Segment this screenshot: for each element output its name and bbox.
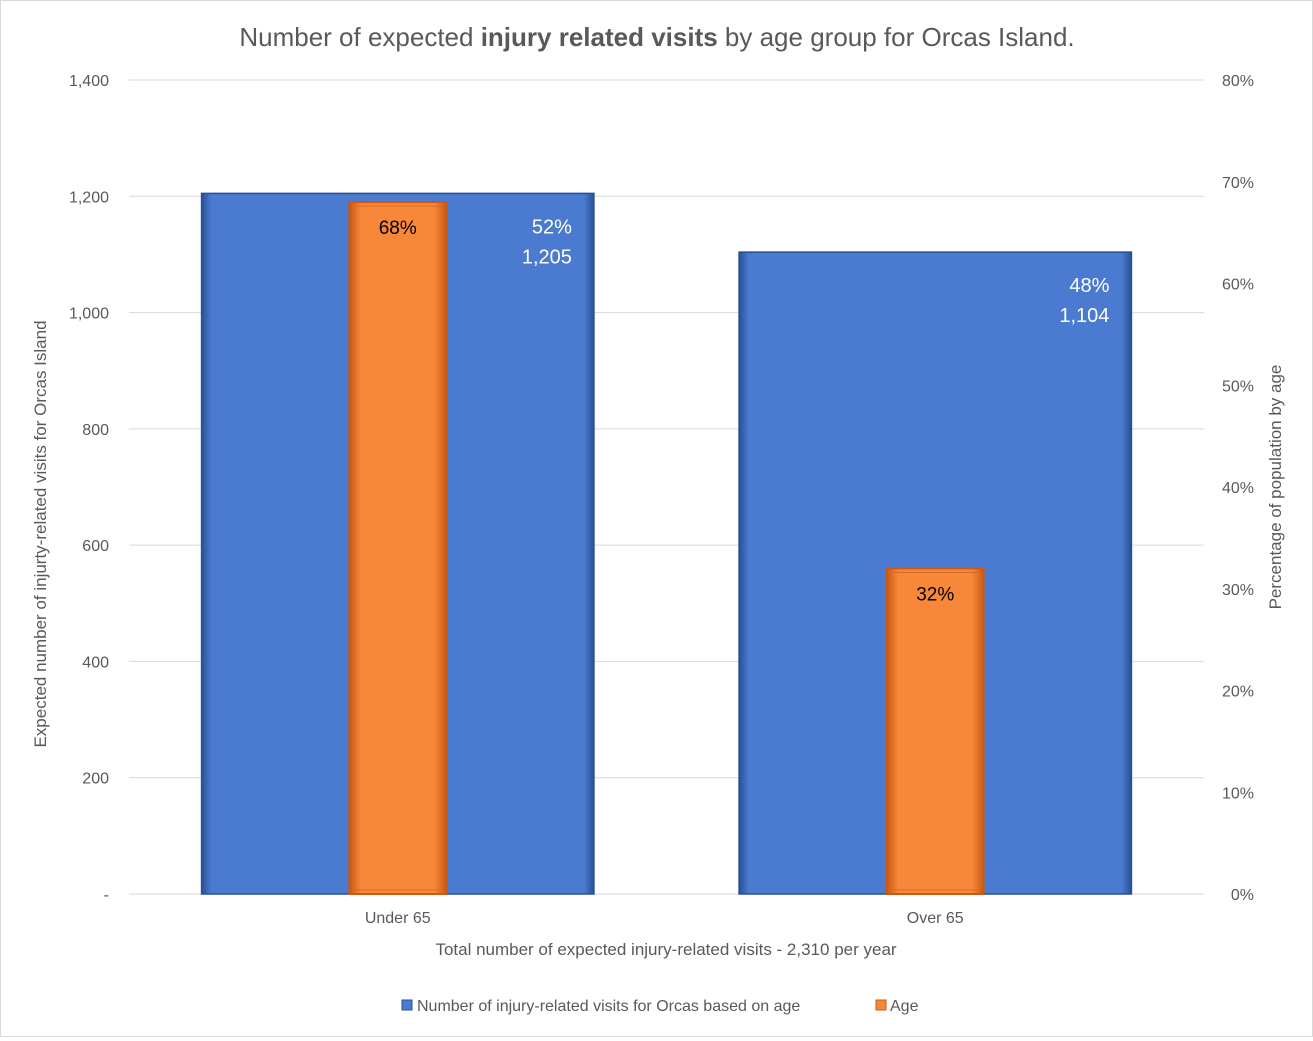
- data-label-visits: 1,104: [1059, 305, 1109, 327]
- x-axis-title: Total number of expected injury-related …: [435, 940, 896, 959]
- y2-tick-label: 0%: [1231, 887, 1254, 904]
- y-axis-ticks: - 200 400 600 800 1,000 1,200 1,400: [69, 73, 109, 904]
- chart-title-bold: injury related visits: [481, 22, 718, 52]
- bar-age: [348, 201, 448, 896]
- y-tick-label: 400: [82, 654, 109, 671]
- bar-age-bevel: [890, 571, 981, 891]
- legend-label-age: Age: [890, 998, 919, 1015]
- bar-age: [885, 567, 985, 896]
- y2-tick-label: 40%: [1222, 480, 1254, 497]
- legend-label-visits: Number of injury-related visits for Orca…: [417, 998, 800, 1015]
- y-tick-label: 800: [82, 422, 109, 439]
- x-tick-label: Over 65: [907, 910, 964, 927]
- legend-swatch-visits: [401, 999, 413, 1011]
- y-axis-title: Expected number of injurty-related visit…: [31, 320, 50, 747]
- y2-axis-ticks: 0% 10% 20% 30% 40% 50% 60% 70% 80%: [1222, 73, 1254, 904]
- x-tick-label: Under 65: [365, 910, 431, 927]
- chart-title-prefix: Number of expected: [239, 22, 480, 52]
- data-label-share: 52%: [532, 216, 572, 238]
- y-tick-label: 1,000: [69, 306, 109, 323]
- data-labels: 52% 1,205 68% 48% 1,104 32%: [379, 216, 1110, 605]
- y2-tick-label: 50%: [1222, 378, 1254, 395]
- y-tick-label: -: [104, 887, 109, 904]
- y2-tick-label: 60%: [1222, 277, 1254, 294]
- data-label-visits: 1,205: [522, 246, 572, 268]
- data-label-age: 32%: [916, 584, 954, 605]
- primary-bars: [200, 192, 1133, 895]
- y2-tick-label: 10%: [1222, 785, 1254, 802]
- y2-tick-label: 30%: [1222, 582, 1254, 599]
- chart-title: Number of expected injury related visits…: [239, 22, 1074, 52]
- data-label-share: 48%: [1069, 275, 1109, 297]
- y2-tick-label: 70%: [1222, 175, 1254, 192]
- y-tick-label: 1,200: [69, 189, 109, 206]
- y2-tick-label: 80%: [1222, 73, 1254, 90]
- legend-swatch-age: [875, 999, 887, 1011]
- y-tick-label: 600: [82, 538, 109, 555]
- chart-title-suffix: by age group for Orcas Island.: [718, 22, 1075, 52]
- legend: Number of injury-related visits for Orca…: [401, 998, 919, 1015]
- y2-axis-title: Percentage of population by age: [1266, 365, 1285, 610]
- y2-tick-label: 20%: [1222, 684, 1254, 701]
- bar-age-bevel: [352, 205, 443, 891]
- secondary-bars: [348, 201, 985, 896]
- data-label-age: 68%: [379, 218, 417, 239]
- y-tick-label: 1,400: [69, 73, 109, 90]
- y-tick-label: 200: [82, 771, 109, 788]
- x-axis-categories: Under 65 Over 65: [365, 910, 964, 927]
